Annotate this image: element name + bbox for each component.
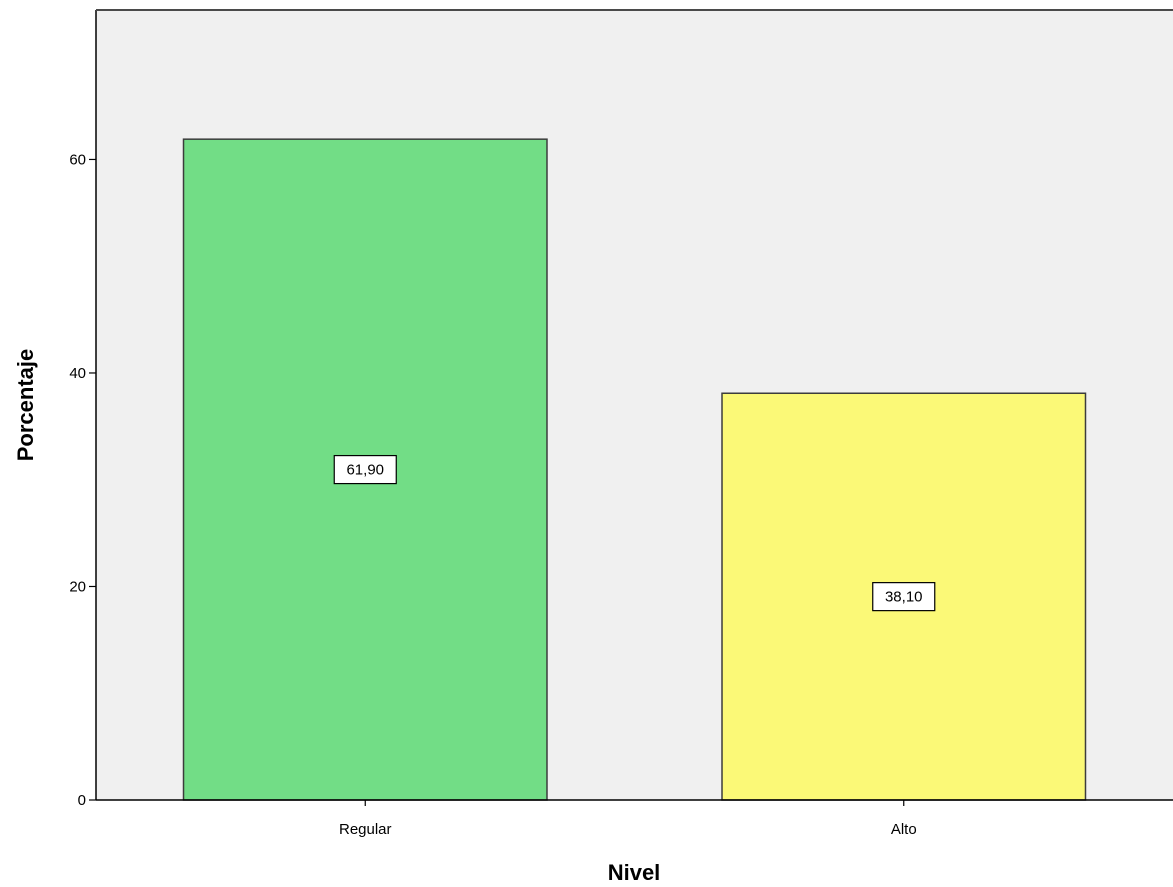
- axes-group: 0 20 40 60: [69, 9, 1173, 809]
- y-tick-label-40: 40: [69, 365, 86, 382]
- data-label-regular: 61,90: [346, 462, 384, 479]
- y-tick-label-20: 20: [69, 578, 86, 595]
- data-label-alto: 38,10: [885, 589, 923, 606]
- data-label-box-regular: [333, 454, 397, 485]
- x-tick-label-alto: Alto: [891, 821, 917, 838]
- x-axis-title: Nivel: [608, 860, 661, 885]
- y-tick-label-0: 0: [78, 792, 86, 809]
- bars-group: 61,90 Regular 38,10 Alto: [182, 138, 1087, 838]
- x-tick-label-regular: Regular: [339, 821, 392, 838]
- data-label-box-alto: [872, 582, 936, 612]
- y-axis-title: Porcentaje: [13, 349, 38, 462]
- y-tick-label-60: 60: [69, 151, 86, 168]
